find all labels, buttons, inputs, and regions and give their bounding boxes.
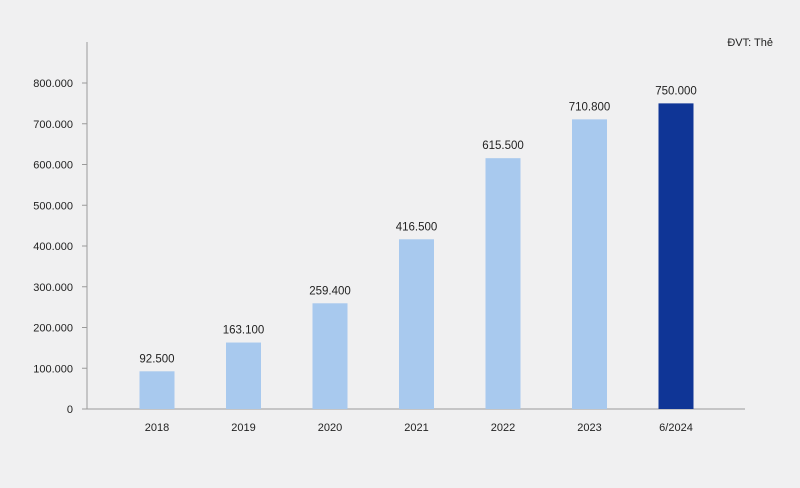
x-tick-label: 6/2024 — [659, 422, 693, 434]
bar — [572, 119, 607, 409]
x-tick-label: 2020 — [318, 422, 342, 434]
y-tick-label: 500.000 — [33, 200, 73, 212]
bar — [312, 303, 348, 409]
bars: 92.500 163.100 259.400 416.500 615.500 710.80… — [139, 85, 697, 409]
x-tick-label: 2023 — [577, 422, 601, 434]
bar — [226, 342, 261, 409]
y-tick-label: 400.000 — [33, 241, 73, 253]
bar-value-label: 259.400 — [309, 285, 351, 297]
bar — [139, 371, 175, 409]
bar-value-label: 163.100 — [223, 325, 265, 337]
bar-value-label: 710.800 — [569, 101, 611, 113]
x-tick-label: 2019 — [231, 422, 255, 434]
bar — [399, 239, 434, 409]
x-tick-label: 2021 — [404, 422, 428, 434]
bar — [485, 158, 521, 409]
bar-value-label: 92.500 — [139, 353, 174, 365]
y-tick-label: 200.000 — [33, 323, 73, 335]
bar — [658, 103, 694, 409]
y-tick-label: 700.000 — [33, 119, 73, 131]
y-tick-label: 600.000 — [33, 160, 73, 172]
bar-value-label: 615.500 — [482, 140, 524, 152]
x-axis: 2018 2019 2020 2021 2022 2023 6/2024 — [87, 408, 745, 434]
x-tick-label: 2018 — [145, 422, 169, 434]
unit-note: ĐVT: Thẻ — [727, 37, 773, 49]
y-axis: 0 100.000 200.000 300.000 400.000 500.000 600.… — [33, 42, 88, 416]
bar-value-label: 750.000 — [655, 85, 697, 97]
bar-value-label: 416.500 — [396, 221, 438, 233]
y-tick-label: 0 — [67, 404, 73, 416]
y-tick-label: 800.000 — [33, 78, 73, 90]
x-tick-label: 2022 — [491, 422, 515, 434]
y-tick-label: 100.000 — [33, 363, 73, 375]
y-tick-label: 300.000 — [33, 282, 73, 294]
